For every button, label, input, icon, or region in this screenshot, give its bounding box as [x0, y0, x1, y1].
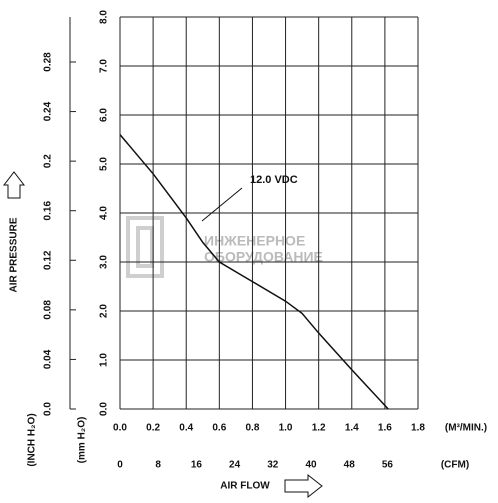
watermark: ИНЖЕНЕРНОЕ — [204, 233, 305, 249]
x2-label: (CFM) — [441, 460, 469, 471]
x-tick-label: 0.2 — [146, 423, 160, 434]
y-tick-label: 6.0 — [99, 108, 110, 122]
x2-tick-label: 40 — [305, 460, 317, 471]
x-tick-label: 1.6 — [378, 423, 392, 434]
x-label: (M³/MIN.) — [445, 423, 487, 434]
x2-tick-label: 56 — [382, 460, 394, 471]
y-tick-label: 3.0 — [99, 255, 110, 269]
x2-tick-label: 16 — [191, 460, 203, 471]
x2-tick-label: 48 — [344, 460, 356, 471]
watermark-logo — [126, 216, 164, 278]
y2-label: (INCH H₂O) — [27, 413, 38, 466]
y-tick-label: 7.0 — [99, 59, 110, 73]
y2-tick-label: 0.12 — [43, 250, 54, 270]
x2-tick-label: 32 — [267, 460, 279, 471]
watermark-logo — [136, 226, 154, 268]
right-arrow — [284, 473, 323, 499]
x-tick-label: 1.2 — [312, 423, 326, 434]
y2-tick-label: 0.04 — [43, 349, 54, 369]
series-label: 12.0 VDC — [250, 174, 298, 186]
x-tick-label: 1.4 — [345, 423, 359, 434]
x-tick-label: 0.0 — [113, 423, 127, 434]
x2-tick-label: 24 — [229, 460, 241, 471]
x-tick-label: 1.0 — [279, 423, 293, 434]
y-tick-label: 4.0 — [99, 206, 110, 220]
y-tick-label: 0.0 — [99, 402, 110, 416]
y2-tick-label: 0.2 — [43, 154, 54, 168]
y2-tick-label: 0.0 — [43, 402, 54, 416]
y-title: AIR PRESSURE — [9, 217, 20, 292]
x-tick-label: 0.4 — [179, 423, 193, 434]
x2-tick-label: 8 — [155, 460, 161, 471]
watermark: ОБОРУДОВАНИЕ — [204, 249, 323, 265]
up-arrow — [2, 171, 26, 199]
x-tick-label: 1.8 — [411, 423, 425, 434]
y-label: (mm H₂O) — [77, 417, 88, 464]
y2-tick-label: 0.16 — [43, 201, 54, 221]
x2-tick-label: 0 — [117, 460, 123, 471]
leader-line — [201, 187, 243, 222]
y-tick-label: 1.0 — [99, 353, 110, 367]
y2-tick-label: 0.08 — [43, 300, 54, 320]
y2-tick-label: 0.28 — [43, 52, 54, 72]
y-tick-label: 5.0 — [99, 157, 110, 171]
x-tick-label: 0.6 — [212, 423, 226, 434]
y-tick-label: 2.0 — [99, 304, 110, 318]
curve — [119, 134, 389, 410]
x-title: AIR FLOW — [220, 481, 270, 492]
x-tick-label: 0.8 — [245, 423, 259, 434]
y-tick-label: 8.0 — [99, 10, 110, 24]
y2-tick-label: 0.24 — [43, 101, 54, 121]
